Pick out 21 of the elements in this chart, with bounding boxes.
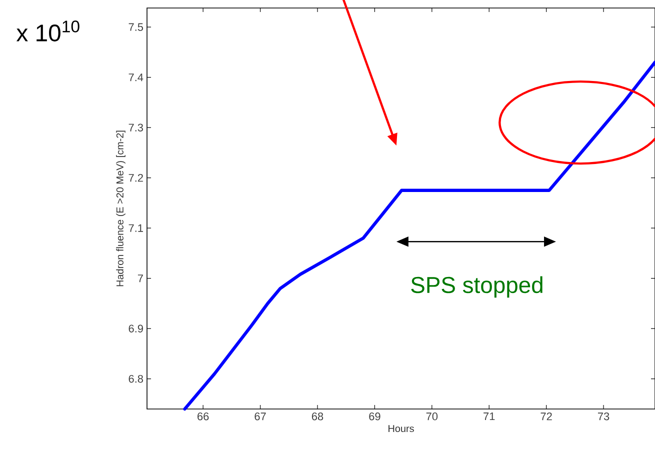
y-tick-label: 6.9 bbox=[128, 324, 143, 332]
x-tick-label: 67 bbox=[254, 412, 266, 420]
y-tick-label: 7.2 bbox=[128, 174, 143, 182]
annotation: SPS stopped bbox=[411, 276, 542, 298]
x-tick-label: 70 bbox=[426, 412, 438, 420]
x-tick-label: 69 bbox=[369, 412, 380, 420]
text: x 10$^{10}$ bbox=[16, 20, 80, 42]
x-tick-label: 66 bbox=[198, 412, 209, 420]
y-tick-label: 6.8 bbox=[128, 374, 144, 383]
x-tick-label: 71 bbox=[484, 412, 495, 420]
y-tick-label: 7 bbox=[138, 274, 143, 282]
x-tick-label: 72 bbox=[540, 412, 552, 420]
y-tick-label: 7.4 bbox=[128, 74, 144, 82]
line-series bbox=[183, 60, 655, 411]
y-tick-label: 7.5 bbox=[128, 23, 144, 31]
x-axis-title: Hours bbox=[388, 425, 414, 432]
x-tick-label: 68 bbox=[312, 412, 324, 420]
y-axis-title: Hadron fluence (E >20 MeV) [cm-2] bbox=[116, 130, 126, 286]
y-tick-label: 7.3 bbox=[128, 124, 144, 132]
y-tick-label: 7.1 bbox=[128, 224, 143, 232]
x-tick-label: 73 bbox=[598, 412, 610, 420]
